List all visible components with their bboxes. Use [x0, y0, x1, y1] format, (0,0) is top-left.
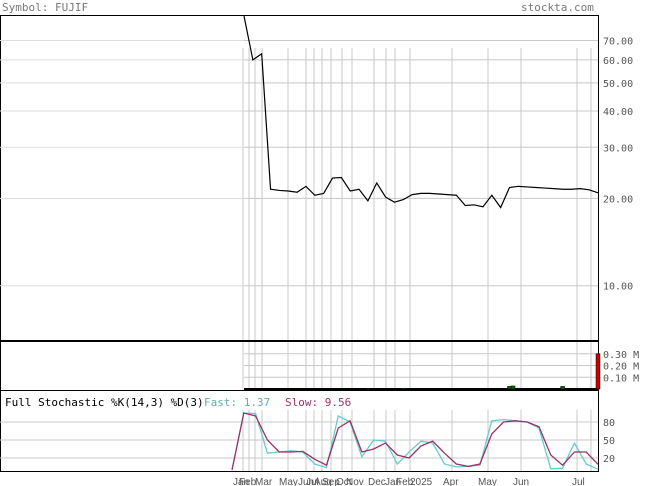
- stochastic-panel: [0, 390, 599, 472]
- stochastic-tick-label: 80: [603, 418, 615, 429]
- brand-label: stockta.com: [521, 1, 594, 14]
- fast-value: Fast: 1.37: [204, 396, 270, 409]
- x-tick-label: Apr: [443, 477, 459, 486]
- price-tick-label: 50.00: [603, 79, 633, 90]
- x-tick-label: Jan: [233, 477, 249, 486]
- volume-bar: [401, 388, 406, 390]
- stochastic-title: Full Stochastic %K(14,3) %D(3): [5, 396, 204, 409]
- x-tick-label: Jan: [385, 477, 401, 486]
- price-series: [243, 15, 599, 209]
- x-tick-label: Jul: [306, 477, 319, 486]
- price-tick-label: 10.00: [603, 282, 633, 293]
- x-tick-label: Aug: [314, 477, 332, 486]
- x-tick-label: Dec: [368, 477, 386, 486]
- price-tick-label: 60.00: [603, 56, 633, 67]
- price-tick-label: 70.00: [603, 36, 633, 47]
- x-tick-label: Feb: [396, 477, 414, 486]
- grid-lines: [0, 39, 598, 471]
- volume-axis: 0.10 M0.20 M0.30 M: [603, 350, 639, 385]
- volume-bar: [365, 388, 371, 390]
- x-tick-label: Jul: [572, 477, 585, 486]
- slow-value: Slow: 9.56: [285, 396, 351, 409]
- x-tick-label: Feb: [239, 477, 257, 486]
- x-tick-label: Mar: [255, 477, 273, 486]
- x-tick-label: Jun: [513, 477, 529, 486]
- volume-bar: [510, 385, 516, 390]
- x-tick-label: 2025: [410, 477, 433, 486]
- price-tick-label: 40.00: [603, 107, 633, 118]
- x-tick-label: Nov: [346, 477, 364, 486]
- volume-tick-label: 0.20 M: [603, 362, 639, 373]
- stochastic-tick-label: 50: [603, 436, 615, 447]
- volume-bar: [595, 353, 601, 390]
- price-axis: 10.00 20.00 30.00 40.00 50.00 60.00 70.00: [603, 36, 633, 292]
- stochastic-series: [231, 412, 599, 471]
- price-tick-label: 20.00: [603, 194, 633, 205]
- volume-bar: [560, 386, 565, 390]
- price-tick-label: 30.00: [603, 143, 633, 154]
- x-tick-label: May: [279, 477, 298, 486]
- fast-stochastic-line: [231, 412, 599, 471]
- x-tick-label: May: [478, 477, 497, 486]
- volume-tick-label: 0.10 M: [603, 373, 639, 384]
- volume-bars: [244, 353, 601, 390]
- slow-stochastic-line: [231, 412, 599, 471]
- x-tick-label: Oct: [336, 477, 352, 486]
- stochastic-tick-label: 20: [603, 454, 615, 465]
- stochastic-axis: 20 50 80: [603, 418, 615, 465]
- price-panel: [0, 15, 599, 341]
- symbol-label: Symbol: FUJIF: [2, 1, 88, 14]
- x-tick-label: Jun: [298, 477, 314, 486]
- volume-tick-label: 0.30 M: [603, 350, 639, 361]
- x-tick-label: Sep: [322, 477, 340, 486]
- price-line: [243, 15, 599, 209]
